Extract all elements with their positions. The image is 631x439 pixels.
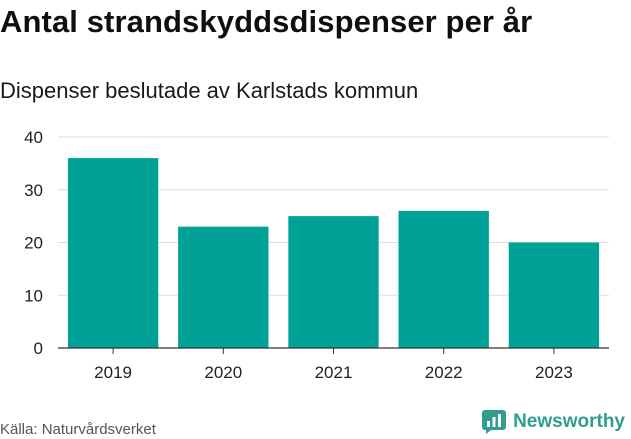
y-tick-label: 10 (24, 286, 43, 305)
y-tick-label: 40 (24, 128, 43, 147)
chart-subtitle: Dispenser beslutade av Karlstads kommun (0, 78, 419, 103)
bar-2021[interactable] (288, 216, 379, 348)
bar-layer (67, 158, 600, 349)
y-tick-label: 30 (24, 181, 43, 200)
source-note: Källa: Naturvårdsverket (0, 421, 156, 438)
brand-name: Newsworthy (513, 411, 625, 432)
bar-2019[interactable] (67, 158, 159, 348)
bar-2020[interactable] (178, 226, 269, 348)
brand-logo[interactable]: Newsworthy (481, 409, 625, 435)
y-tick-label: 0 (34, 339, 43, 358)
x-tick-label: 2023 (535, 363, 573, 382)
x-tick-label: 2022 (425, 363, 463, 382)
label-layer: 0 10 20 30 40 2019 2020 2021 2022 2023 (24, 128, 573, 382)
x-tick-label: 2019 (94, 363, 132, 382)
y-tick-label: 20 (24, 234, 43, 253)
bar-2022[interactable] (398, 210, 489, 348)
x-tick-label: 2021 (315, 363, 353, 382)
bar-2023[interactable] (508, 242, 600, 349)
chart-title: Antal strandskyddsdispenser per år (0, 4, 533, 39)
axis-layer (58, 347, 609, 354)
x-tick-label: 2020 (204, 363, 242, 382)
newsworthy-logo-icon (482, 410, 507, 434)
